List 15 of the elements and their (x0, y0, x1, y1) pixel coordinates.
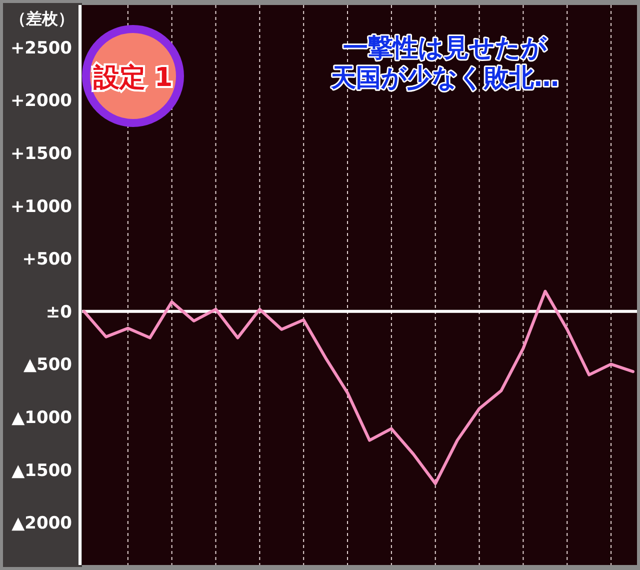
y-tick-label: ±0 (46, 302, 72, 322)
y-axis-title: （差枚） (10, 9, 74, 28)
text: 一撃性は見せたが (343, 33, 547, 62)
y-tick-label: ▲1500 (12, 460, 72, 481)
y-tick-label: +500 (22, 250, 72, 270)
y-tick-label: ▲2000 (12, 514, 72, 534)
text: 天国が少なく敗北… (330, 63, 559, 92)
annotation: 設定 1 (92, 63, 173, 93)
y-tick-label: +1000 (10, 196, 72, 217)
y-tick-label: +2500 (10, 38, 72, 58)
line-series (82, 290, 634, 486)
y-tick-label: +1500 (10, 144, 72, 164)
y-tick-label: +2000 (10, 91, 72, 112)
y-tick-label: ▲500 (23, 355, 72, 376)
y-tick-label: ▲1000 (12, 408, 72, 428)
